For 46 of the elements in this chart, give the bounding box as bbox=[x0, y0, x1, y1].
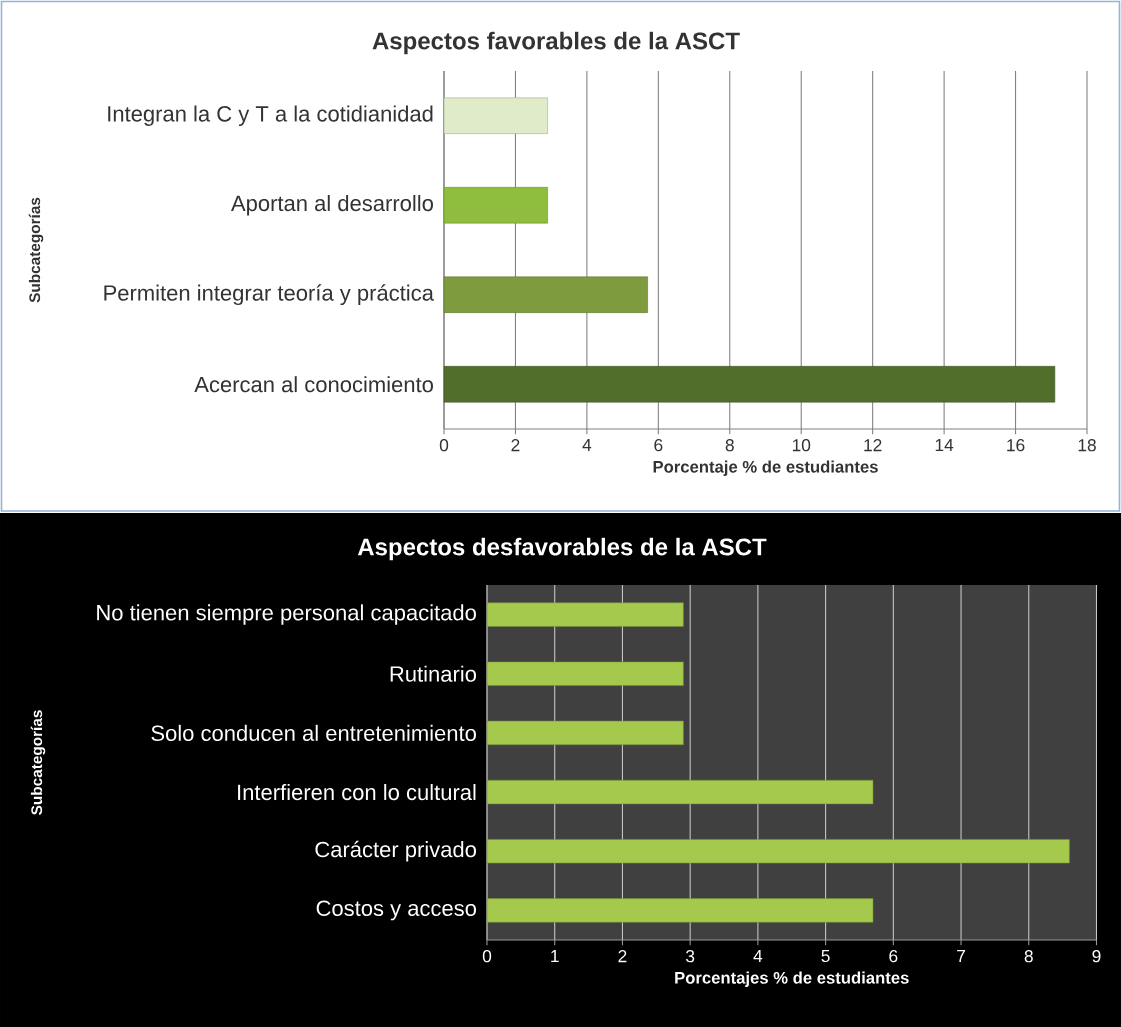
bar bbox=[443, 187, 548, 224]
x-tick-label: 0 bbox=[439, 439, 449, 452]
bar bbox=[443, 276, 648, 313]
x-tick-label: 0 bbox=[482, 950, 492, 963]
x-tick-label: 10 bbox=[792, 439, 811, 452]
x-tick-label: 6 bbox=[889, 950, 898, 963]
x-tick-label: 7 bbox=[957, 950, 965, 962]
y-tick-label: Integran la C y T a la cotidianidad bbox=[108, 105, 433, 126]
y-tick-label: Permiten integrar teoría y práctica bbox=[104, 284, 434, 306]
bar bbox=[486, 720, 684, 746]
x-axis-title: Porcentaje % de estudiantes bbox=[653, 460, 878, 476]
x-axis-title: Porcentajes % de estudiantes bbox=[675, 971, 909, 987]
bar bbox=[443, 97, 548, 134]
bar bbox=[486, 661, 684, 686]
x-tick-label: 4 bbox=[753, 950, 763, 962]
x-tick-label: 9 bbox=[1092, 950, 1101, 963]
x-tick-label: 4 bbox=[582, 439, 592, 451]
y-tick-label: Solo conducen al entretenimiento bbox=[151, 724, 476, 741]
x-tick-label: 1 bbox=[551, 950, 559, 962]
x-tick-label: 12 bbox=[864, 439, 882, 452]
x-tick-label: 14 bbox=[935, 439, 954, 451]
x-tick-label: 8 bbox=[725, 439, 734, 452]
x-tick-label: 2 bbox=[511, 439, 520, 452]
y-tick-label: No tienen siempre personal capacitado bbox=[97, 604, 476, 625]
x-tick-label: 18 bbox=[1078, 439, 1096, 452]
chart-title: Aspectos favorables de la ASCT bbox=[372, 31, 740, 55]
y-tick-label: Carácter privado bbox=[315, 840, 476, 862]
x-tick-label: 3 bbox=[686, 950, 695, 963]
x-tick-label: 2 bbox=[618, 950, 627, 963]
bar bbox=[486, 602, 684, 627]
x-tick-label: 16 bbox=[1007, 439, 1025, 452]
y-tick-label: Aportan al desarrollo bbox=[230, 194, 433, 216]
x-tick-label: 6 bbox=[654, 439, 663, 452]
bar bbox=[486, 839, 1070, 864]
bar bbox=[486, 898, 874, 923]
x-tick-label: 8 bbox=[1024, 950, 1033, 963]
y-tick-label: Costos y acceso bbox=[316, 900, 476, 921]
y-axis-title: Subcategorías bbox=[30, 710, 46, 815]
y-axis-title: Subcategorías bbox=[28, 197, 44, 303]
chart-title: Aspectos desfavorables de la ASCT bbox=[357, 537, 767, 561]
y-tick-label: Acercan al conocimiento bbox=[194, 376, 433, 393]
x-tick-label: 5 bbox=[821, 950, 830, 963]
bar bbox=[486, 779, 874, 805]
y-tick-label: Interfieren con lo cultural bbox=[238, 784, 476, 801]
y-tick-label: Rutinario bbox=[390, 665, 477, 682]
bar bbox=[443, 366, 1056, 403]
